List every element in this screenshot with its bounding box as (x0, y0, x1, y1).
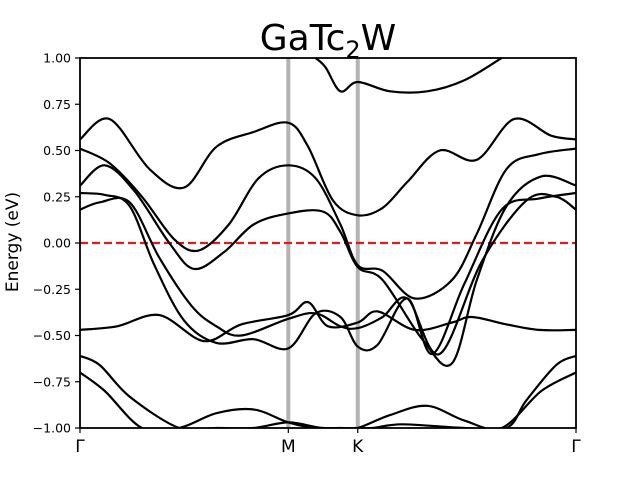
band-line-2 (80, 371, 576, 428)
y-ticks: −1.00 −0.75 −0.50 −0.25 0.00 0.25 0.50 0.75 1.00 (33, 51, 80, 436)
title-subscript: 2 (345, 36, 360, 64)
title-main-after: W (361, 18, 397, 59)
chart-title: GaTc2W (260, 18, 397, 64)
y-tick-label: −0.75 (33, 374, 71, 389)
band-line-8 (80, 191, 576, 356)
band-line-4 (80, 117, 576, 217)
x-tick-label-1: M (281, 437, 296, 457)
y-tick-label: −0.50 (33, 328, 71, 343)
band-line-6 (80, 164, 576, 367)
x-tick-label-2: K (352, 437, 364, 457)
y-tick-label: −1.00 (33, 421, 71, 436)
bands-layer (80, 58, 576, 428)
y-axis-label: Energy (eV) (3, 192, 23, 292)
band-line-5 (80, 147, 576, 300)
x-tick-label-3: Γ (571, 437, 581, 457)
y-tick-label: 0.00 (43, 236, 71, 251)
band-line-7 (80, 192, 576, 356)
band-line-3 (80, 300, 576, 343)
y-tick-label: 0.50 (43, 143, 71, 158)
x-tick-label-0: Γ (75, 437, 85, 457)
y-tick-label: 1.00 (43, 51, 71, 66)
y-tick-label: −0.25 (33, 282, 71, 297)
title-main-before: GaTc (260, 18, 346, 59)
y-tick-label: 0.75 (43, 97, 71, 112)
band-line-9 (314, 58, 503, 94)
band-line-1 (80, 354, 576, 428)
y-tick-label: 0.25 (43, 189, 71, 204)
